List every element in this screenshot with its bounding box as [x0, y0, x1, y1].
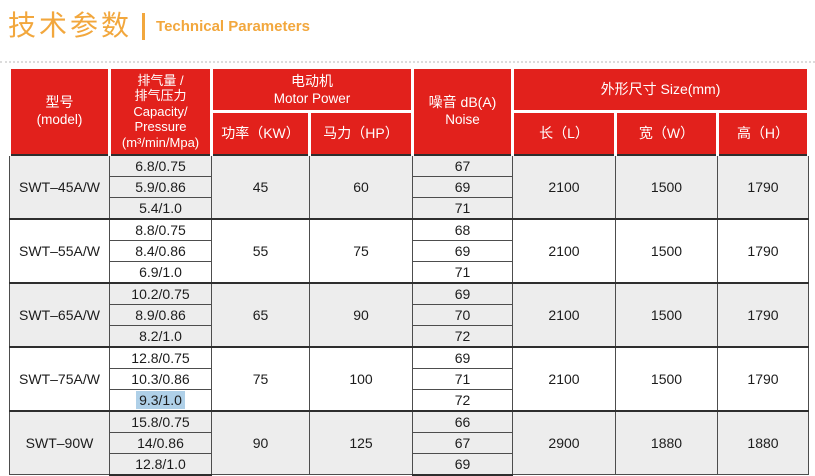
col-header-model: 型号 (model) — [8, 66, 111, 155]
table-row: 5.9/0.86 69 — [10, 175, 809, 198]
table-row: 9.3/1.0 72 — [10, 388, 809, 411]
power-kw-cell: 90 — [211, 409, 310, 475]
noise-cell: 71 — [412, 367, 513, 390]
col-header-power-kw: 功率（KW） — [210, 110, 311, 155]
page-title-zh: 技术参数 — [8, 10, 133, 41]
col-header-model-en: (model) — [36, 112, 83, 128]
capacity-cell: 5.9/0.86 — [109, 175, 212, 198]
capacity-cell: 6.8/0.75 — [109, 153, 212, 177]
table-row: SWT–90W 15.8/0.75 90 125 66 2900 1880 18… — [9, 409, 810, 475]
table-row: SWT–75A/W 12.8/0.75 75 100 69 2100 1500 … — [9, 345, 810, 411]
capacity-cell: 8.9/0.86 — [109, 303, 212, 326]
length-cell: 2100 — [512, 153, 616, 219]
capacity-cell: 15.8/0.75 — [109, 409, 212, 433]
capacity-cell-highlighted: 9.3/1.0 — [109, 388, 212, 411]
noise-cell: 66 — [412, 409, 513, 433]
page-title: 技术参数 Technical Parameters — [8, 5, 310, 47]
table-row: 12.8/1.0 69 — [10, 452, 809, 476]
col-header-power-hp: 马力（HP） — [308, 110, 414, 155]
spec-table: 型号 (model) 排气量 / 排气压力 Capacity/ Pressure… — [8, 66, 811, 476]
noise-cell: 69 — [412, 452, 513, 476]
col-header-height: 高（H） — [715, 110, 811, 155]
col-header-length: 长（L） — [511, 110, 617, 155]
capacity-cell: 8.2/1.0 — [109, 324, 212, 347]
model-cell: SWT–75A/W — [9, 345, 110, 411]
length-cell: 2900 — [512, 409, 616, 475]
col-header-size: 外形尺寸 Size(mm) — [510, 66, 811, 112]
width-cell: 1500 — [615, 281, 718, 347]
height-cell: 1790 — [716, 345, 810, 411]
table-row: 8.4/0.86 69 — [10, 239, 809, 262]
noise-cell: 70 — [412, 303, 513, 326]
power-hp-cell: 60 — [309, 153, 413, 219]
capacity-cell: 12.8/1.0 — [109, 452, 212, 476]
height-cell: 1790 — [716, 153, 810, 219]
title-divider — [142, 12, 146, 40]
power-hp-cell: 90 — [309, 281, 413, 347]
noise-cell: 69 — [412, 345, 513, 369]
col-header-noise: 噪音 dB(A) Noise — [411, 66, 514, 155]
noise-cell: 69 — [412, 281, 513, 305]
spec-table-body: SWT–45A/W 6.8/0.75 45 60 67 2100 1500 17… — [9, 153, 810, 476]
noise-cell: 67 — [412, 153, 513, 177]
model-cell: SWT–65A/W — [9, 281, 110, 347]
table-row: SWT–55A/W 8.8/0.75 55 75 68 2100 1500 17… — [9, 217, 810, 283]
height-cell: 1880 — [716, 409, 810, 475]
model-cell: SWT–45A/W — [9, 153, 110, 219]
noise-cell: 69 — [412, 175, 513, 198]
power-kw-cell: 75 — [211, 345, 310, 411]
capacity-cell: 8.4/0.86 — [109, 239, 212, 262]
table-row: 8.2/1.0 72 — [10, 324, 809, 347]
spec-table-header: 型号 (model) 排气量 / 排气压力 Capacity/ Pressure… — [8, 66, 811, 155]
width-cell: 1500 — [615, 345, 718, 411]
length-cell: 2100 — [512, 217, 616, 283]
noise-cell: 71 — [412, 196, 513, 219]
capacity-cell: 14/0.86 — [109, 431, 212, 454]
capacity-cell: 8.8/0.75 — [109, 217, 212, 241]
power-hp-cell: 75 — [309, 217, 413, 283]
dotted-divider — [0, 61, 815, 63]
capacity-cell: 5.4/1.0 — [109, 196, 212, 219]
length-cell: 2100 — [512, 281, 616, 347]
noise-cell: 71 — [412, 260, 513, 283]
power-kw-cell: 55 — [211, 217, 310, 283]
power-hp-cell: 125 — [309, 409, 413, 475]
noise-cell: 67 — [412, 431, 513, 454]
capacity-cell: 10.3/0.86 — [109, 367, 212, 390]
table-row: SWT–65A/W 10.2/0.75 65 90 69 2100 1500 1… — [9, 281, 810, 347]
noise-cell: 68 — [412, 217, 513, 241]
width-cell: 1500 — [615, 153, 718, 219]
noise-cell: 69 — [412, 239, 513, 262]
power-hp-cell: 100 — [309, 345, 413, 411]
width-cell: 1500 — [615, 217, 718, 283]
height-cell: 1790 — [716, 217, 810, 283]
col-header-model-zh: 型号 — [45, 94, 74, 111]
page-title-en: Technical Parameters — [156, 17, 310, 35]
noise-cell: 72 — [412, 324, 513, 347]
capacity-cell: 6.9/1.0 — [109, 260, 212, 283]
table-row: SWT–45A/W 6.8/0.75 45 60 67 2100 1500 17… — [9, 153, 810, 219]
table-row: 8.9/0.86 70 — [10, 303, 809, 326]
model-cell: SWT–55A/W — [9, 217, 110, 283]
power-kw-cell: 45 — [211, 153, 310, 219]
table-row: 14/0.86 67 — [10, 431, 809, 454]
length-cell: 2100 — [512, 345, 616, 411]
capacity-cell: 12.8/0.75 — [109, 345, 212, 369]
height-cell: 1790 — [716, 281, 810, 347]
width-cell: 1880 — [615, 409, 718, 475]
col-header-motor-power: 电动机 Motor Power — [210, 66, 414, 112]
table-row: 5.4/1.0 71 — [10, 196, 809, 219]
table-row: 10.3/0.86 71 — [10, 367, 809, 390]
power-kw-cell: 65 — [211, 281, 310, 347]
col-header-width: 宽（W） — [614, 110, 719, 155]
selected-text: 9.3/1.0 — [136, 390, 185, 409]
noise-cell: 72 — [412, 388, 513, 411]
model-cell: SWT–90W — [9, 409, 110, 475]
col-header-capacity: 排气量 / 排气压力 Capacity/ Pressure (m³/min/Mp… — [108, 66, 213, 155]
capacity-cell: 10.2/0.75 — [109, 281, 212, 305]
